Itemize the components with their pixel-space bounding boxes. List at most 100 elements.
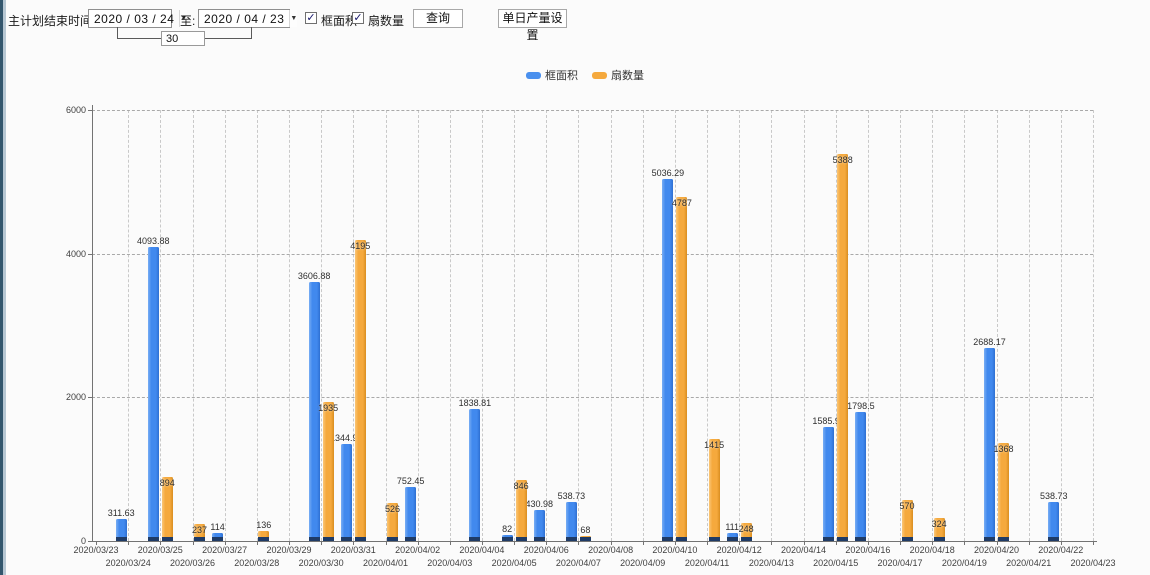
- bar-base-shadow: [258, 536, 270, 541]
- bar-框面积-2020/03/27: [212, 532, 224, 541]
- chart-legend: 框面积 扇数量: [526, 67, 644, 83]
- chevron-down-icon[interactable]: ▼: [289, 10, 298, 27]
- vertical-gridline: [996, 110, 998, 541]
- legend-label: 扇数量: [611, 70, 644, 82]
- sash-count-swatch-icon: [592, 71, 607, 79]
- x-tick-label: 2020/03/26: [169, 558, 216, 568]
- x-axis-line: [92, 541, 1097, 542]
- vertical-gridline: [739, 110, 741, 541]
- x-tick-mark: [128, 541, 130, 545]
- vertical-gridline: [481, 110, 483, 541]
- value-label: 5388: [832, 155, 853, 165]
- x-tick-label: 2020/04/22: [1038, 545, 1084, 555]
- bar-框面积-2020/04/04: [469, 408, 481, 541]
- legend-label: 框面积: [545, 70, 578, 82]
- vertical-gridline: [321, 110, 323, 541]
- end-date-value: 2020 / 04 / 23: [204, 11, 285, 26]
- bar-base-shadow: [147, 536, 159, 541]
- y-tick-label: 4000: [65, 248, 86, 259]
- value-label: 570: [899, 501, 915, 512]
- x-tick-label: 2020/04/21: [1006, 558, 1052, 568]
- start-date-picker[interactable]: 2020 / 03 / 24 ▼: [88, 9, 188, 28]
- value-label: 114: [210, 521, 225, 532]
- x-tick-label: 2020/04/15: [813, 558, 859, 568]
- day-span-input[interactable]: [161, 31, 205, 46]
- bar-扇数量-2020/04/12: [740, 523, 752, 541]
- x-tick-mark: [1028, 541, 1030, 545]
- bar-框面积-2020/03/31: [340, 444, 352, 541]
- vertical-gridline: [353, 110, 355, 541]
- x-tick-label: 2020/03/28: [234, 558, 280, 568]
- x-tick-mark: [160, 541, 162, 545]
- value-label: 237: [191, 525, 208, 535]
- bar-base-shadow: [998, 536, 1009, 541]
- value-label: 3606.88: [297, 270, 331, 281]
- vertical-gridline: [578, 110, 580, 541]
- x-tick-mark: [1093, 541, 1094, 545]
- vertical-gridline: [1093, 110, 1094, 541]
- y-tick-label: 2000: [65, 392, 86, 403]
- legend-item-frame-area[interactable]: 框面积: [526, 67, 578, 83]
- bar-扇数量-2020/04/11: [708, 439, 720, 541]
- x-tick-label: 2020/04/17: [877, 558, 923, 568]
- vertical-gridline: [610, 110, 612, 541]
- y-tick-mark: [88, 253, 92, 255]
- bar-框面积-2020/04/16: [855, 411, 867, 541]
- x-tick-mark: [867, 541, 869, 545]
- value-label: 82: [502, 524, 513, 535]
- bar-扇数量-2020/04/18: [933, 517, 945, 541]
- bar-扇数量-2020/03/26: [194, 524, 205, 541]
- x-tick-mark: [353, 541, 355, 545]
- bar-扇数量-2020/04/17: [901, 500, 913, 541]
- query-button[interactable]: 查询: [413, 9, 463, 28]
- y-tick-label: 6000: [65, 105, 86, 115]
- vertical-gridline: [771, 110, 773, 541]
- vertical-gridline: [707, 110, 709, 541]
- y-tick-mark: [88, 110, 92, 111]
- bar-框面积-2020/04/15: [823, 427, 835, 541]
- y-tick-label: 0: [80, 536, 86, 546]
- bar-base-shadow: [501, 536, 513, 541]
- value-label: 894: [159, 477, 175, 488]
- bar-base-shadow: [533, 537, 545, 541]
- sash-count-checkbox[interactable]: ✓: [352, 12, 364, 24]
- x-tick-mark: [771, 541, 773, 545]
- bar-base-shadow: [387, 536, 398, 541]
- x-tick-mark: [224, 541, 226, 545]
- x-tick-label: 2020/04/02: [395, 545, 441, 555]
- x-tick-label: 2020/03/30: [298, 558, 344, 568]
- end-date-picker[interactable]: 2020 / 04 / 23 ▼: [198, 9, 298, 28]
- vertical-gridline: [449, 110, 451, 541]
- value-label: 4195: [350, 240, 371, 251]
- bar-base-shadow: [194, 537, 205, 541]
- frame-area-checkbox[interactable]: ✓: [305, 12, 317, 24]
- chevron-down-icon[interactable]: ▼: [179, 10, 188, 27]
- value-label: 1798.5: [847, 400, 875, 411]
- bar-扇数量-2020/04/15: [837, 154, 849, 541]
- bar-框面积-2020/03/24: [115, 518, 127, 541]
- x-tick-label: 2020/04/07: [555, 558, 601, 568]
- bar-base-shadow: [515, 536, 527, 541]
- bar-base-shadow: [322, 537, 334, 541]
- x-tick-mark: [321, 541, 323, 545]
- bar-base-shadow: [354, 536, 366, 541]
- legend-item-sash-count[interactable]: 扇数量: [592, 67, 644, 83]
- x-tick-label: 2020/04/19: [941, 558, 987, 568]
- value-label: 1368: [993, 443, 1014, 454]
- x-tick-label: 2020/04/06: [523, 545, 569, 555]
- bar-base-shadow: [726, 537, 738, 541]
- daily-output-settings-button[interactable]: 单日产量设置: [498, 9, 567, 42]
- x-tick-label: 2020/04/01: [362, 558, 409, 568]
- window-edge-dark: [0, 0, 3, 575]
- value-label: 136: [256, 520, 272, 531]
- x-tick-mark: [610, 541, 612, 545]
- x-tick-label: 2020/04/13: [748, 558, 794, 568]
- x-tick-label: 2020/04/04: [459, 545, 505, 555]
- bar-base-shadow: [740, 536, 752, 541]
- x-tick-mark: [1060, 541, 1062, 545]
- x-tick-label: 2020/03/29: [266, 545, 312, 555]
- value-label: 1838.81: [458, 397, 492, 408]
- x-tick-label: 2020/04/03: [427, 558, 473, 568]
